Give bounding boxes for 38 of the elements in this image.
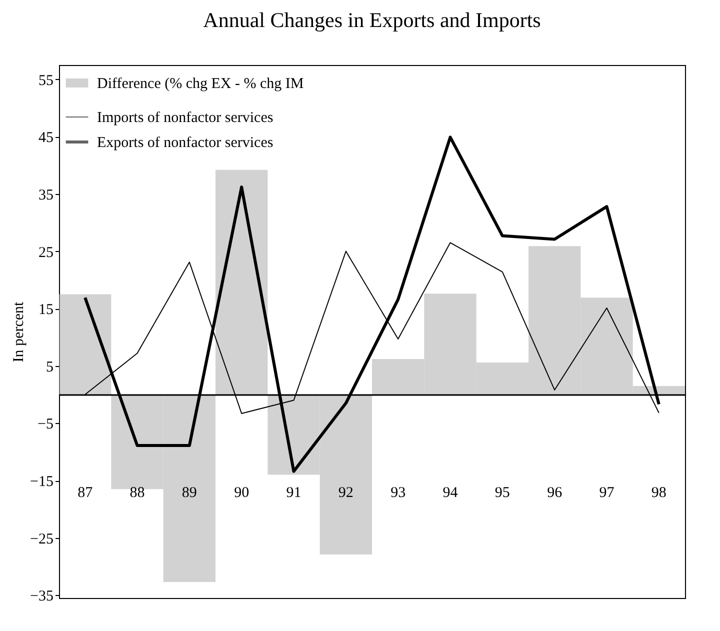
bar (528, 246, 581, 395)
x-tick-label: 97 (599, 485, 615, 502)
y-axis-title: In percent (11, 300, 28, 362)
x-tick-label: 92 (338, 485, 354, 502)
x-tick-label: 94 (442, 485, 458, 502)
bar (424, 294, 476, 395)
x-tick-label: 98 (651, 485, 666, 502)
y-tick-label: 55 (38, 72, 54, 89)
x-tick-label: 87 (78, 485, 94, 502)
y-tick-label: 45 (38, 130, 54, 146)
chart-title: Annual Changes in Exports and Imports (203, 8, 541, 32)
bar (163, 394, 216, 582)
y-tick-label: 25 (38, 244, 54, 261)
x-tick-label: 95 (494, 485, 510, 502)
x-tick-label: 93 (390, 485, 406, 502)
legend-label: Imports of nonfactor services (97, 110, 274, 126)
y-tick-label: −15 (30, 474, 54, 490)
y-tick-label: 5 (46, 359, 54, 376)
x-tick-label: 91 (286, 485, 302, 502)
y-tick-label: −35 (30, 588, 54, 605)
legend-label: Exports of nonfactor services (97, 135, 274, 151)
y-tick-label: 35 (38, 187, 54, 204)
bar (372, 359, 424, 395)
bar (59, 294, 112, 395)
y-tick-label: 15 (38, 302, 54, 318)
bar (580, 298, 633, 395)
x-tick-label: 96 (547, 485, 563, 502)
bar (216, 170, 268, 395)
legend-label: Difference (% chg EX - % chg IM (97, 76, 304, 92)
bar (476, 362, 528, 395)
y-tick-label: −5 (38, 416, 54, 433)
x-tick-label: 88 (130, 485, 145, 502)
bar (268, 394, 320, 475)
bar (632, 386, 685, 395)
y-tick-label: −25 (30, 531, 54, 548)
x-tick-label: 89 (182, 485, 197, 502)
bar (320, 394, 372, 554)
x-tick-label: 90 (234, 485, 250, 502)
